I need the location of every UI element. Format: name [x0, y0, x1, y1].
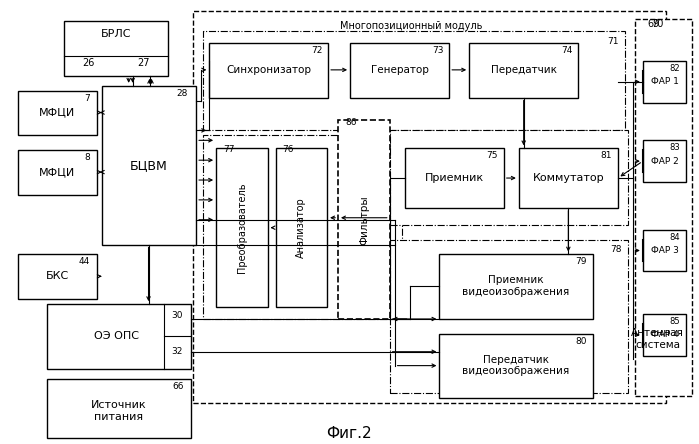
Bar — [17, 91, 97, 135]
Bar — [643, 61, 686, 103]
Bar — [519, 148, 618, 208]
Text: 75: 75 — [487, 151, 498, 160]
Text: 74: 74 — [561, 46, 572, 55]
Bar — [275, 148, 327, 307]
Text: 71: 71 — [607, 37, 619, 46]
Bar — [209, 43, 328, 98]
Bar — [216, 148, 268, 307]
Text: 84: 84 — [670, 233, 681, 242]
Text: Приемник: Приемник — [424, 173, 484, 183]
Bar — [64, 21, 168, 76]
Text: 77: 77 — [223, 145, 234, 155]
Text: БКС: БКС — [45, 271, 69, 281]
Text: Антенная
система: Антенная система — [631, 328, 684, 349]
Text: 70: 70 — [651, 19, 663, 29]
Bar — [439, 334, 593, 398]
Bar — [48, 379, 192, 438]
Text: 83: 83 — [670, 143, 681, 152]
Bar — [17, 150, 97, 195]
Text: 72: 72 — [311, 46, 322, 55]
Text: БЦВМ: БЦВМ — [129, 159, 167, 172]
Bar — [643, 314, 686, 356]
Bar — [338, 120, 390, 319]
Text: Фильтры: Фильтры — [359, 195, 369, 245]
Text: 78: 78 — [610, 245, 622, 254]
Text: 26: 26 — [82, 58, 94, 68]
Text: 80: 80 — [576, 337, 587, 346]
Text: 44: 44 — [79, 258, 90, 266]
Bar — [203, 31, 625, 131]
Text: МФЦИ: МФЦИ — [39, 167, 75, 177]
Text: 73: 73 — [432, 46, 443, 55]
Text: ФАР 4: ФАР 4 — [651, 330, 679, 339]
Text: 32: 32 — [172, 347, 183, 356]
Text: Передатчик
видеоизображения: Передатчик видеоизображения — [462, 355, 570, 377]
Text: 69: 69 — [647, 19, 660, 29]
Text: 81: 81 — [600, 151, 612, 160]
Text: 8: 8 — [84, 153, 90, 162]
Bar — [102, 86, 196, 245]
Bar — [439, 254, 593, 319]
Text: 7: 7 — [84, 94, 90, 103]
Text: Источник
питания: Источник питания — [91, 400, 147, 422]
Text: Многопозиционный модуль: Многопозиционный модуль — [340, 21, 482, 31]
Bar — [643, 140, 686, 182]
Text: ФАР 1: ФАР 1 — [651, 77, 679, 86]
Text: Приемник
видеоизображения: Приемник видеоизображения — [462, 275, 570, 297]
Text: 27: 27 — [137, 58, 150, 68]
Text: 30: 30 — [171, 310, 183, 320]
Bar — [390, 131, 628, 225]
Text: Преобразователь: Преобразователь — [237, 182, 247, 273]
Text: Передатчик: Передатчик — [491, 65, 556, 75]
Bar — [405, 148, 504, 208]
Bar — [203, 135, 402, 319]
Text: 82: 82 — [670, 64, 681, 73]
Bar — [469, 43, 578, 98]
Bar — [350, 43, 449, 98]
Bar — [48, 304, 192, 369]
Bar — [635, 19, 693, 396]
Text: Коммутатор: Коммутатор — [533, 173, 604, 183]
Text: Генератор: Генератор — [370, 65, 428, 75]
Text: 86: 86 — [345, 118, 356, 127]
Text: ОЭ ОПС: ОЭ ОПС — [94, 331, 139, 341]
Text: 76: 76 — [282, 145, 294, 155]
Text: ФАР 2: ФАР 2 — [651, 157, 679, 166]
Text: Синхронизатор: Синхронизатор — [226, 65, 311, 75]
Bar — [390, 240, 628, 393]
Text: 79: 79 — [576, 258, 587, 266]
Text: 85: 85 — [670, 317, 681, 326]
Bar — [17, 254, 97, 299]
Text: 66: 66 — [173, 381, 185, 391]
Text: ФАР 3: ФАР 3 — [651, 246, 679, 255]
Text: 28: 28 — [177, 89, 188, 98]
Text: Анализатор: Анализатор — [296, 197, 306, 258]
Text: МФЦИ: МФЦИ — [39, 107, 75, 118]
Text: БРЛС: БРЛС — [101, 29, 131, 39]
Bar — [643, 230, 686, 271]
Bar — [193, 11, 665, 403]
Text: Фиг.2: Фиг.2 — [326, 426, 372, 440]
